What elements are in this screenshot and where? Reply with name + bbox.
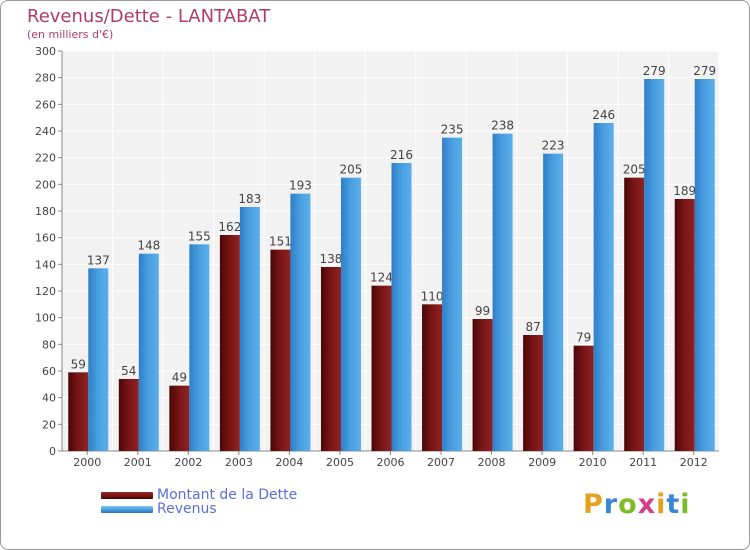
x-tick-label: 2002 (174, 456, 202, 469)
logo-letter: o (618, 489, 638, 520)
x-tick-label: 2008 (478, 456, 506, 469)
x-tick-label: 2006 (377, 456, 405, 469)
bar-dette (371, 285, 392, 451)
bar-dette (674, 199, 695, 451)
bar-dette (68, 372, 89, 451)
data-label: 223 (542, 139, 565, 153)
y-tick-label: 240 (35, 125, 56, 138)
bar-revenus (593, 123, 614, 451)
bar-revenus (644, 79, 665, 451)
bar-revenus (340, 177, 361, 451)
y-tick-label: 160 (35, 232, 56, 245)
y-tick-label: 60 (42, 365, 56, 378)
y-tick-label: 100 (35, 312, 56, 325)
bar-revenus (694, 79, 715, 451)
data-label: 205 (340, 163, 363, 177)
data-label: 110 (421, 289, 444, 303)
data-label: 124 (370, 271, 393, 285)
x-tick-label: 2000 (73, 456, 101, 469)
x-tick-label: 2011 (629, 456, 657, 469)
y-tick-label: 280 (35, 72, 56, 85)
bar-dette (624, 177, 645, 451)
data-label: 189 (673, 184, 696, 198)
legend-item-revenus: Revenus (101, 501, 217, 517)
bar-dette (320, 267, 341, 451)
data-label: 79 (576, 331, 591, 345)
bar-revenus (442, 137, 463, 451)
data-label: 99 (475, 304, 490, 318)
data-label: 183 (238, 192, 261, 206)
bar-dette (422, 304, 443, 451)
bar-revenus (543, 153, 564, 451)
y-tick-label: 260 (35, 98, 56, 111)
x-tick-label: 2003 (225, 456, 253, 469)
bar-revenus (138, 253, 159, 451)
bar-dette (472, 319, 493, 451)
legend-label-dette: Montant de la Dette (157, 487, 298, 503)
data-label: 279 (693, 64, 716, 78)
bar-revenus (290, 193, 311, 451)
bar-dette (118, 379, 139, 451)
data-label: 238 (491, 119, 514, 133)
y-tick-label: 200 (35, 178, 56, 191)
logo-letter: P (583, 489, 604, 520)
bar-revenus (189, 244, 210, 451)
y-tick-label: 180 (35, 205, 56, 218)
data-label: 246 (592, 108, 615, 122)
data-label: 279 (643, 64, 666, 78)
data-label: 155 (188, 229, 211, 243)
logo-letter: t (666, 489, 681, 520)
bar-dette (523, 335, 544, 451)
x-tick-label: 2004 (275, 456, 303, 469)
x-tick-label: 2005 (326, 456, 354, 469)
logo-letter: x (637, 489, 657, 520)
y-tick-label: 140 (35, 258, 56, 271)
logo-letter: i (656, 489, 667, 520)
data-label: 59 (71, 357, 86, 371)
data-label: 151 (269, 235, 292, 249)
legend-label-revenus: Revenus (157, 501, 217, 517)
bar-revenus (239, 207, 260, 451)
data-label: 138 (320, 252, 343, 266)
x-tick-label: 2007 (427, 456, 455, 469)
y-tick-label: 120 (35, 285, 56, 298)
data-label: 87 (525, 320, 540, 334)
logo-letter: i (680, 489, 691, 520)
bar-revenus (391, 163, 412, 451)
legend-swatch-revenus (101, 505, 153, 513)
data-label: 148 (137, 239, 160, 253)
bar-dette (573, 345, 594, 451)
bar-dette (219, 235, 240, 451)
data-label: 162 (218, 220, 241, 234)
proxiti-logo: Proxiti (583, 489, 691, 520)
x-tick-label: 2009 (528, 456, 556, 469)
x-tick-label: 2001 (124, 456, 152, 469)
data-label: 137 (87, 253, 110, 267)
data-label: 216 (390, 148, 413, 162)
y-tick-label: 40 (42, 392, 56, 405)
y-tick-label: 20 (42, 418, 56, 431)
y-tick-label: 300 (35, 45, 56, 58)
bar-revenus (492, 133, 513, 451)
x-tick-label: 2012 (680, 456, 708, 469)
legend-item-dette: Montant de la Dette (101, 487, 297, 503)
chart-title: Revenus/Dette - LANTABAT (27, 6, 271, 27)
chart-subtitle: (en milliers d'€) (27, 28, 114, 41)
x-tick-label: 2010 (579, 456, 607, 469)
data-label: 205 (623, 163, 646, 177)
data-label: 235 (441, 123, 464, 137)
y-tick-label: 80 (42, 338, 56, 351)
y-tick-label: 220 (35, 152, 56, 165)
bar-dette (169, 385, 190, 451)
data-label: 54 (121, 364, 136, 378)
y-tick-label: 0 (49, 445, 56, 458)
legend-swatch-dette (101, 491, 153, 499)
data-label: 49 (172, 371, 187, 385)
data-label: 193 (289, 179, 312, 193)
logo-letter: r (603, 489, 619, 520)
bar-revenus (88, 268, 109, 451)
bar-dette (270, 249, 291, 451)
